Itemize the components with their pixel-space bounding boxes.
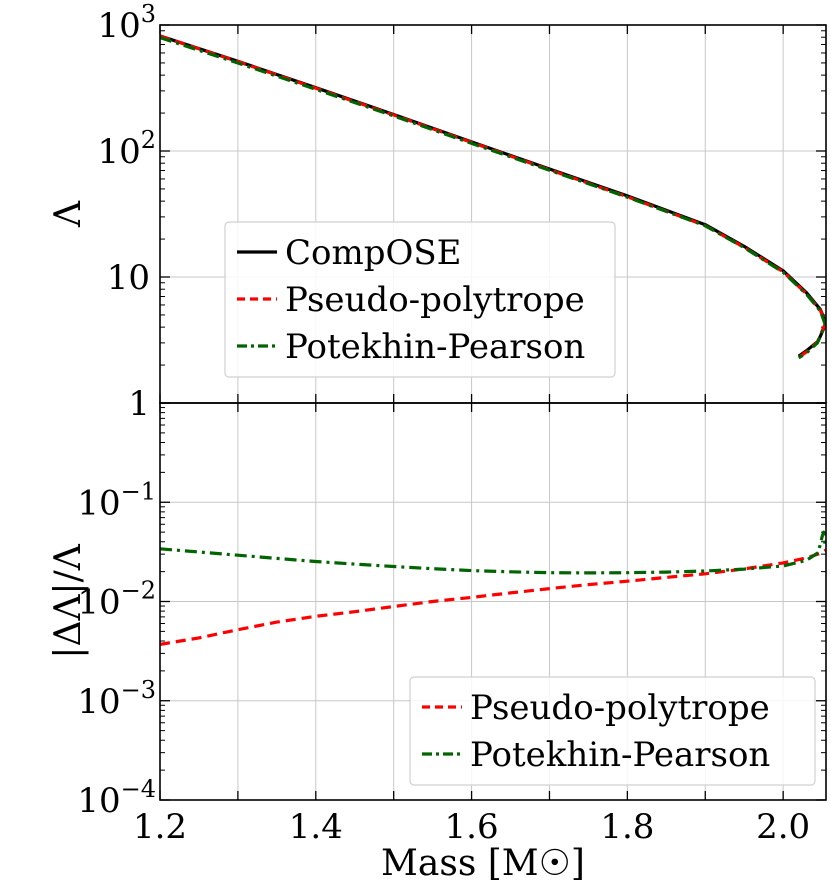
legend-label: Potekhin-Pearson (285, 327, 585, 367)
series-line-pseudo-polytrope (160, 548, 826, 646)
y-tick-label: 1 (128, 384, 150, 424)
bottom-panel: 10−1 10−2 10−3 10−41.2 1.4 1.6 1.8 2.0 |ΔΛ|/Λ Mas… (48, 402, 827, 884)
legend-label: CompOSE (285, 233, 461, 273)
y-tick-label: 10−3 (77, 676, 156, 722)
series-line-pseudo-polytrope (160, 34, 826, 359)
top-panel: 103102101ΛCompOSEPseudo-polytropePotekhi… (48, 0, 827, 424)
y-axis-label: |ΔΛ|/Λ (48, 543, 89, 658)
x-tick-label: 1.6 (445, 807, 499, 847)
x-tick-label: 1.8 (600, 807, 654, 847)
legend-box (224, 221, 616, 378)
y-axis-label: Λ (48, 200, 89, 228)
x-tick-label: 2.0 (756, 807, 810, 847)
legend-label: Pseudo-polytrope (470, 688, 770, 728)
legend-label: Pseudo-polytrope (285, 280, 585, 320)
x-tick-label: 1.4 (289, 807, 343, 847)
series-line-potekhin-pearson (160, 530, 826, 575)
y-tick-label: 103 (97, 0, 156, 46)
legend-box (409, 676, 816, 786)
x-tick-label: 1.2 (133, 807, 187, 847)
y-tick-label: 10−4 (77, 775, 156, 821)
y-tick-label: 102 (97, 126, 156, 172)
series-line-potekhin-pearson (160, 36, 826, 360)
legend-label: Potekhin-Pearson (470, 735, 770, 775)
y-tick-label: 10−1 (77, 477, 156, 523)
y-tick-label: 10−2 (77, 577, 156, 623)
x-axis-label: Mass [M☉] (381, 843, 585, 884)
y-tick-label: 10 (107, 258, 150, 298)
plot-frame (159, 402, 827, 801)
